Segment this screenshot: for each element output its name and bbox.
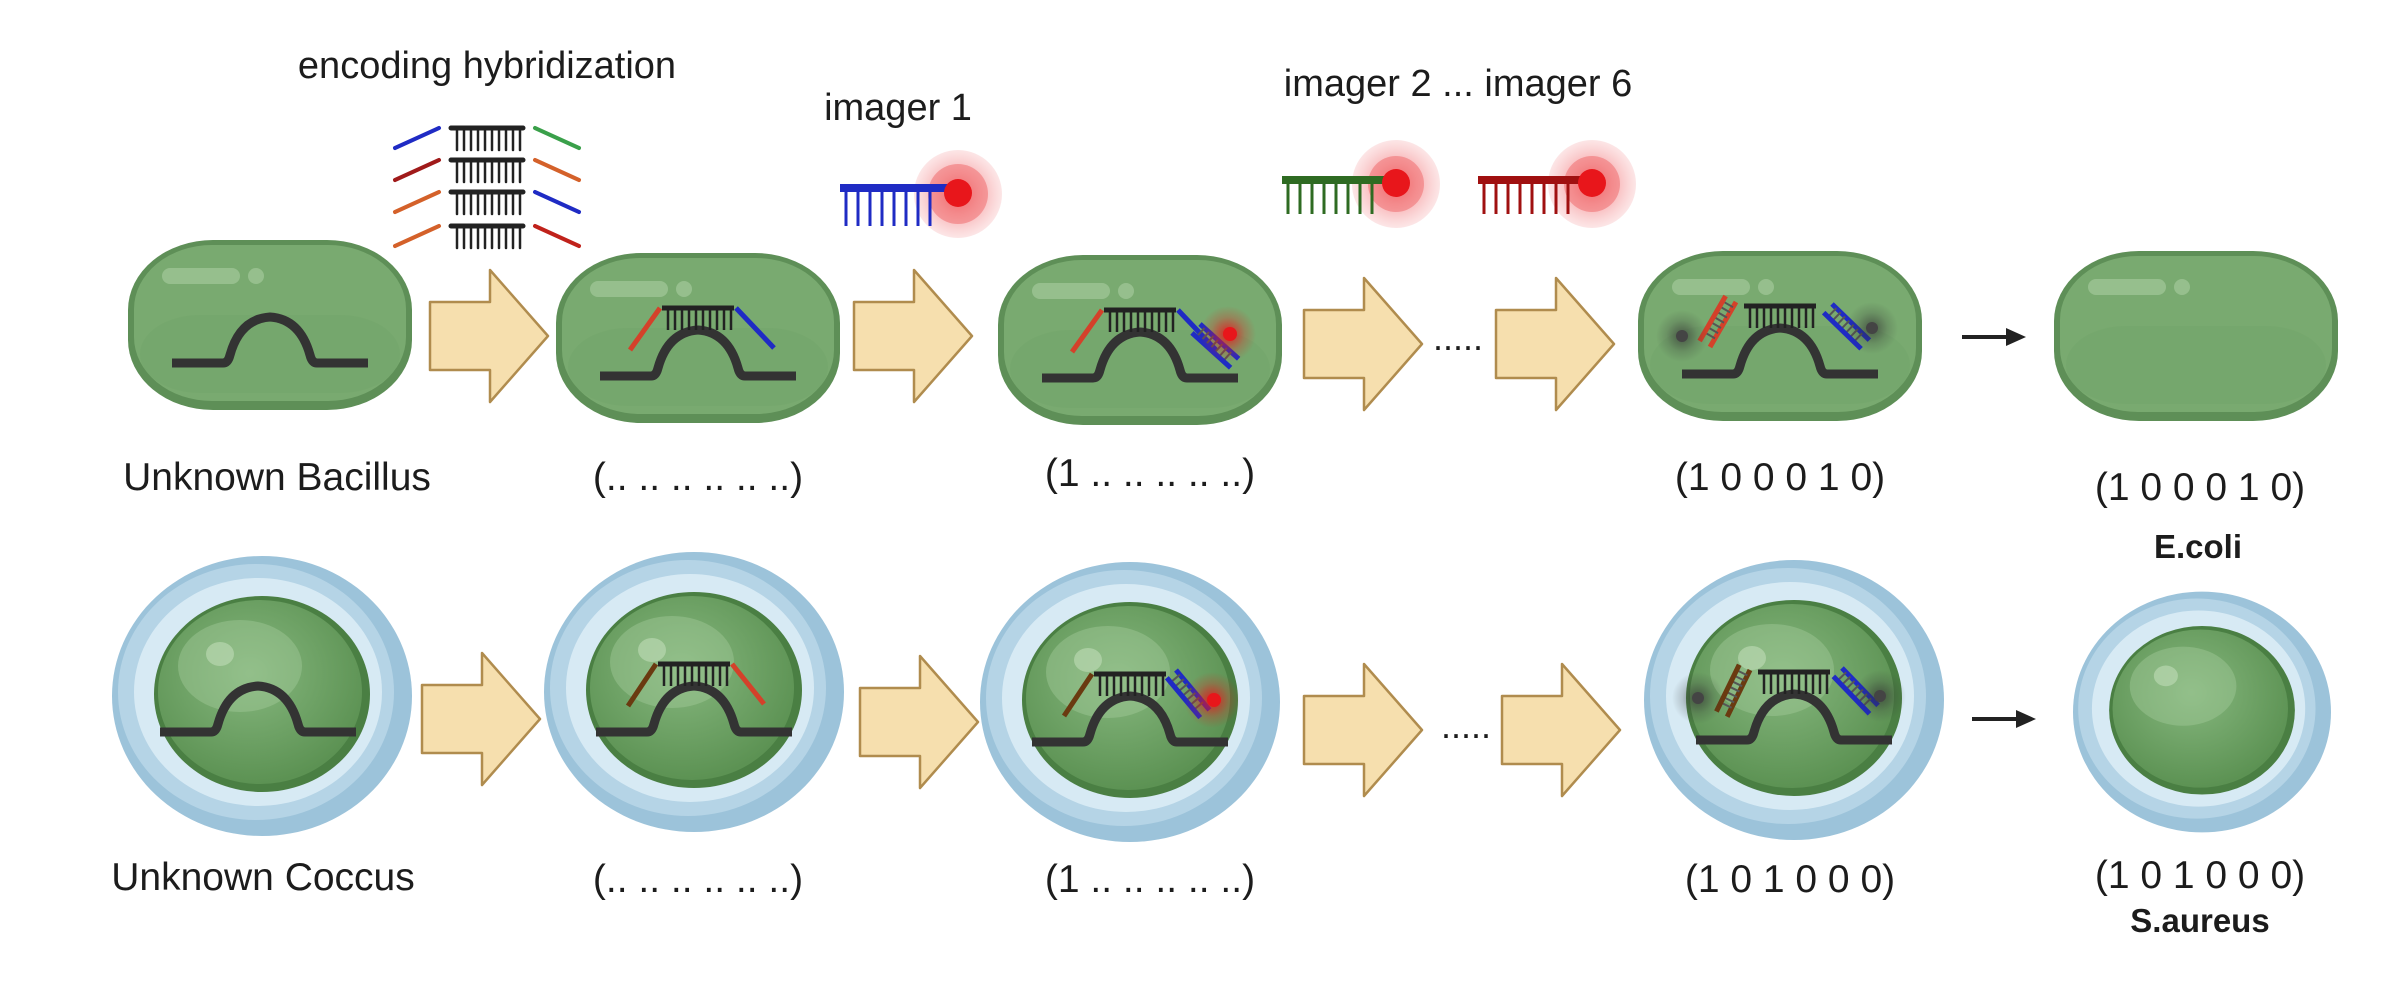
process-arrow	[858, 654, 980, 790]
coccus-cell-encoded	[544, 552, 844, 832]
process-arrow	[1500, 662, 1622, 798]
coccus-cell-imager6	[1644, 560, 1944, 840]
species-label: E.coli	[2154, 528, 2242, 565]
row-coccus: ..... Unknown Coccus (.. .. .. .. .. ..)…	[111, 552, 2331, 939]
barcode-text: (1 0 0 0 1 0)	[1675, 456, 1885, 499]
barcode-text: (.. .. .. .. .. ..)	[593, 456, 803, 499]
row-bacillus: ..... Unknown Bacillus (.. .. .. .. .. .…	[123, 240, 2338, 565]
result-arrow-icon	[1972, 710, 2036, 728]
imager-2-icon	[1282, 140, 1440, 228]
barcode-text: (.. .. .. .. .. ..)	[593, 858, 803, 901]
barcode-text: (1 .. .. .. .. ..)	[1045, 858, 1255, 901]
process-arrow	[420, 651, 542, 787]
barcode-text: (1 0 1 0 0 0)	[1685, 858, 1895, 901]
row-name: Unknown Bacillus	[123, 456, 431, 499]
label-imager-2-6: imager 2 ... imager 6	[1284, 63, 1632, 105]
coccus-cell-imager1	[980, 562, 1280, 842]
bacillus-cell-encoded	[556, 253, 840, 423]
bacillus-cell-imager6	[1638, 251, 1922, 421]
barcode-text: (1 0 1 0 0 0)	[2095, 854, 2305, 897]
barcode-text: (1 0 0 0 1 0)	[2095, 466, 2305, 509]
species-label: S.aureus	[2130, 902, 2269, 939]
label-encoding-hybridization: encoding hybridization	[298, 45, 676, 87]
process-arrow	[852, 268, 974, 404]
bacillus-cell-identified	[2054, 251, 2338, 421]
ellipsis: .....	[1441, 705, 1491, 746]
coccus-cell-identified	[2073, 591, 2331, 833]
imager-1-icon	[840, 150, 1002, 238]
imager-6-icon	[1478, 140, 1636, 228]
barcode-text: (1 .. .. .. .. ..)	[1045, 452, 1255, 495]
encoding-probes-icon	[393, 128, 581, 248]
row-name: Unknown Coccus	[111, 856, 414, 899]
bacillus-cell-imager1	[998, 255, 1282, 425]
process-arrow	[1302, 662, 1424, 798]
process-arrow	[428, 268, 550, 404]
ellipsis: .....	[1433, 317, 1483, 358]
process-arrow	[1494, 276, 1616, 412]
bacillus-cell-unknown	[128, 240, 412, 410]
result-arrow-icon	[1962, 328, 2026, 346]
label-imager-1: imager 1	[824, 87, 972, 129]
process-arrow	[1302, 276, 1424, 412]
coccus-cell-unknown	[112, 556, 412, 836]
